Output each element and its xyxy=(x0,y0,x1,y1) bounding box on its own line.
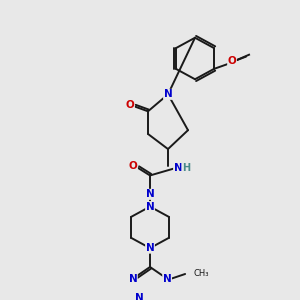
Text: O: O xyxy=(126,100,134,110)
Text: CH₃: CH₃ xyxy=(193,269,208,278)
Text: N: N xyxy=(135,293,144,300)
Text: N: N xyxy=(128,274,137,284)
Text: N: N xyxy=(163,274,172,284)
Text: H: H xyxy=(182,163,190,173)
Text: N: N xyxy=(146,243,154,253)
Text: N: N xyxy=(174,163,182,173)
Text: O: O xyxy=(228,56,236,66)
Text: N: N xyxy=(146,189,154,199)
Text: N: N xyxy=(164,89,172,99)
Text: N: N xyxy=(146,202,154,212)
Text: O: O xyxy=(129,161,137,171)
